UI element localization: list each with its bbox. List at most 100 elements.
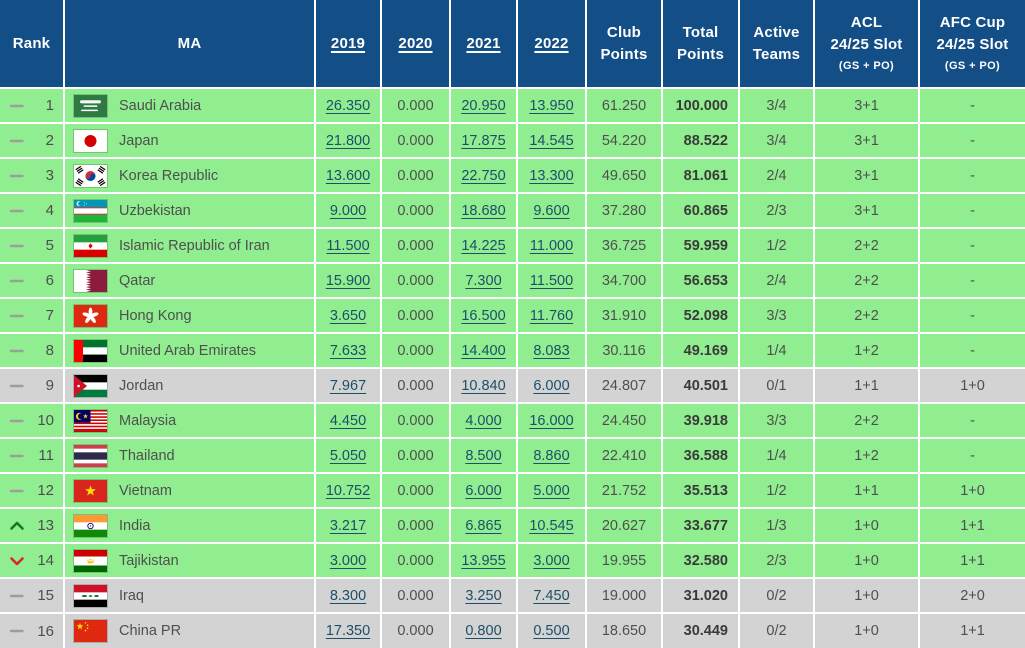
active-teams-cell: 3/4 [738,87,815,124]
points-2022-value-link[interactable]: 0.500 [533,623,570,639]
header-2020-link[interactable]: 2020 [398,34,433,52]
total-points-cell: 33.677 [661,507,740,544]
header-2022-link[interactable]: 2022 [534,34,569,52]
points-2022-value-link[interactable]: 14.545 [529,132,574,149]
active-teams-value: 1/4 [766,447,787,464]
flag-icon-jp [74,129,107,152]
points-2022-value-link[interactable]: 11.760 [529,307,574,324]
points-2019-value-link[interactable]: 7.967 [329,377,367,394]
acl-slot-cell: 1+0 [813,577,920,614]
acl-slot-value: 2+2 [854,272,879,289]
points-2021-value-link[interactable]: 20.950 [461,97,506,114]
points-2022-value-link[interactable]: 8.860 [533,447,570,464]
points-2021-cell: 20.950 [449,87,518,124]
points-2021-value-link[interactable]: 8.500 [465,447,502,464]
points-2019-value-link[interactable]: 7.633 [329,342,367,359]
rank-same-icon [9,98,25,114]
points-2020-cell: 0.000 [380,402,451,439]
points-2021-value-link[interactable]: 4.000 [465,412,502,429]
points-2019-cell: 21.800 [314,122,382,159]
points-2021-value-link[interactable]: 14.225 [461,237,506,254]
points-2021-value-link[interactable]: 6.865 [465,517,502,534]
points-2022-cell: 13.950 [516,87,587,124]
points-2019-value-link[interactable]: 26.350 [325,97,371,114]
ma-cell: Tajikistan [63,542,316,579]
flag-icon-in [74,514,107,537]
rank-cell: 5 [0,227,65,264]
points-2019-value-link[interactable]: 5.050 [329,447,367,464]
points-2022-value-link[interactable]: 7.450 [533,587,570,604]
active-teams-cell: 2/3 [738,542,815,579]
rank-cell: 15 [0,577,65,614]
points-2019-value-link[interactable]: 11.500 [326,237,370,254]
points-2019-value-link[interactable]: 9.000 [329,202,367,219]
flag-icon-jo [74,374,107,397]
points-2019-cell: 11.500 [314,227,382,264]
points-2019-value-link[interactable]: 21.800 [325,132,371,149]
points-2022-value-link[interactable]: 13.300 [529,167,574,184]
points-2020-value: 0.000 [397,307,434,324]
rank-cell: 11 [0,437,65,474]
points-2020-value: 0.000 [397,623,434,639]
points-2022-value-link[interactable]: 13.950 [529,97,574,114]
points-2021-value-link[interactable]: 17.875 [461,132,506,149]
points-2019-value-link[interactable]: 3.650 [329,307,367,324]
points-2021-value-link[interactable]: 16.500 [461,307,506,324]
points-2021-cell: 0.800 [449,612,518,648]
club-points-cell: 49.650 [585,157,663,194]
points-2022-cell: 3.000 [516,542,587,579]
points-2022-value-link[interactable]: 16.000 [529,412,574,429]
afc-cup-slot-cell: 1+1 [918,612,1025,648]
afc-cup-slot-value: 1+0 [960,377,985,394]
points-2021-value-link[interactable]: 3.250 [465,587,502,604]
points-2019-value-link[interactable]: 13.600 [325,167,371,184]
rank-up-icon [9,518,25,534]
points-2022-cell: 0.500 [516,612,587,648]
header-2019-link[interactable]: 2019 [330,34,366,52]
points-2021-value-link[interactable]: 13.955 [461,552,506,569]
afc-cup-slot-value: - [970,97,975,114]
points-2019-value-link[interactable]: 4.450 [329,412,367,429]
club-points-cell: 22.410 [585,437,663,474]
points-2021-value-link[interactable]: 18.680 [461,202,506,219]
points-2021-value-link[interactable]: 0.800 [465,623,502,639]
points-2021-value-link[interactable]: 10.840 [461,377,506,394]
points-2019-value-link[interactable]: 3.217 [329,517,367,534]
points-2020-cell: 0.000 [380,437,451,474]
points-2021-cell: 13.955 [449,542,518,579]
acl-slot-value: 3+1 [854,132,879,149]
header-afc-cup-slot: AFC Cup 24/25 Slot (GS + PO) [918,0,1025,89]
rank-same-icon [9,448,25,464]
points-2022-value-link[interactable]: 11.500 [529,272,574,289]
rank-number: 12 [37,482,54,499]
points-2021-value-link[interactable]: 6.000 [465,482,502,499]
total-points-cell: 49.169 [661,332,740,369]
rank-number: 15 [37,587,54,604]
points-2022-value-link[interactable]: 3.000 [533,552,570,569]
total-points-value: 52.098 [683,307,728,324]
points-2022-value-link[interactable]: 9.600 [533,202,570,219]
points-2022-value-link[interactable]: 10.545 [529,517,574,534]
points-2021-value-link[interactable]: 22.750 [461,167,506,184]
points-2019-value-link[interactable]: 10.752 [325,482,371,499]
points-2019-cell: 17.350 [314,612,382,648]
points-2022-value-link[interactable]: 5.000 [533,482,570,499]
points-2019-value-link[interactable]: 15.900 [325,272,371,289]
points-2022-value-link[interactable]: 8.083 [533,342,570,359]
points-2021-value-link[interactable]: 7.300 [465,272,502,289]
points-2019-value-link[interactable]: 8.300 [329,587,367,604]
points-2021-cell: 8.500 [449,437,518,474]
points-2021-value-link[interactable]: 14.400 [461,342,506,359]
flag-icon-tj [74,549,107,572]
points-2022-value-link[interactable]: 6.000 [533,377,570,394]
points-2020-cell: 0.000 [380,227,451,264]
rank-down-icon [9,553,25,569]
points-2019-value-link[interactable]: 17.350 [325,623,371,639]
active-teams-cell: 0/2 [738,577,815,614]
header-2021-link[interactable]: 2021 [466,34,501,52]
afc-cup-slot-cell: 1+0 [918,472,1025,509]
points-2019-value-link[interactable]: 3.000 [329,552,367,569]
points-2022-value-link[interactable]: 11.000 [529,237,574,254]
points-2020-value: 0.000 [397,552,434,569]
